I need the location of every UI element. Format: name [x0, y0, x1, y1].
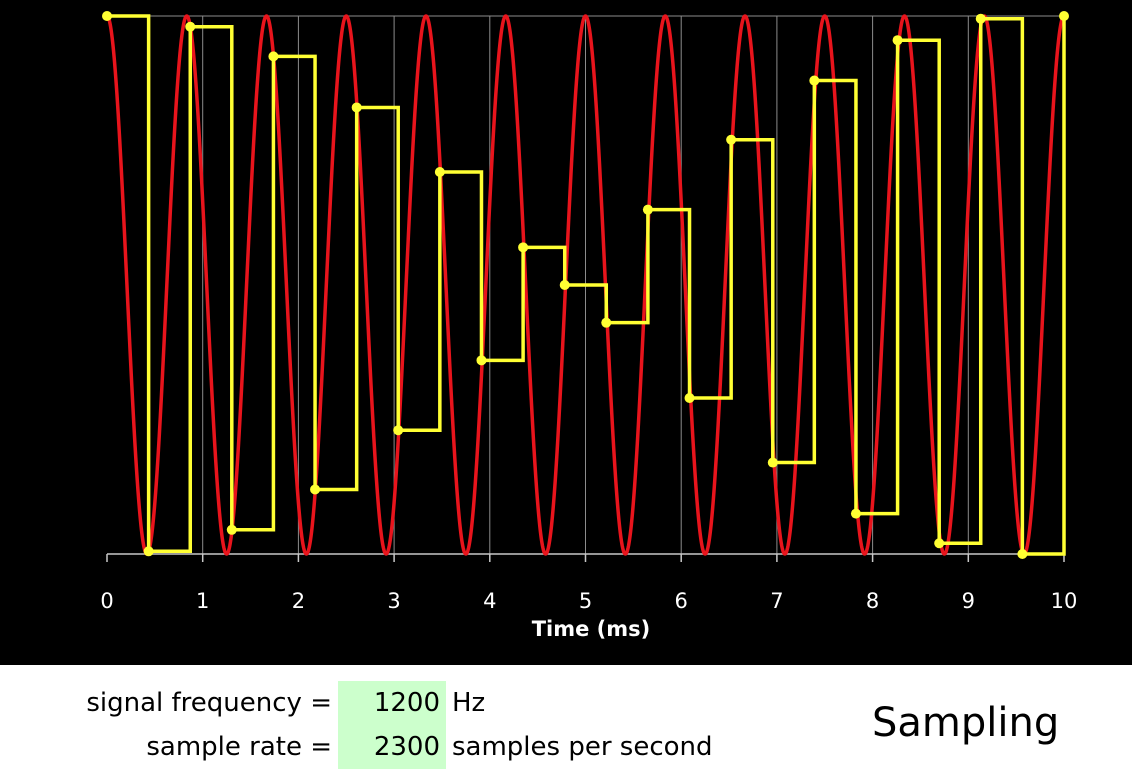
x-tick-label-0: 0: [100, 589, 113, 613]
sample-point: [601, 317, 612, 328]
x-tick-label-5: 5: [579, 589, 592, 613]
sample-hold-line: [107, 14, 1066, 556]
sample-rate-unit: samples per second: [452, 732, 713, 762]
x-axis-title: Time (ms): [532, 617, 651, 641]
sample-point: [809, 75, 820, 86]
sample-point: [518, 242, 529, 253]
sample-point: [850, 508, 861, 519]
signal-layer: [105, 14, 1066, 556]
sample-point: [143, 546, 154, 557]
x-tick-label-4: 4: [483, 589, 496, 613]
sample-point: [975, 13, 986, 24]
x-tick-label-1: 1: [196, 589, 209, 613]
x-tick-label-10: 10: [1051, 589, 1078, 613]
sample-hold-layer: [107, 14, 1066, 556]
sample-point: [226, 524, 237, 535]
x-tick-label-2: 2: [292, 589, 305, 613]
sample-point: [185, 21, 196, 32]
signal-frequency-unit: Hz: [452, 688, 486, 718]
signal-frequency-field[interactable]: 1200: [338, 681, 446, 725]
sample-point: [434, 167, 445, 178]
sample-point: [934, 538, 945, 549]
sample-rate-field[interactable]: 2300: [338, 725, 446, 769]
sample-rate-label: sample rate =: [146, 732, 332, 762]
grid-lines: [106, 15, 1065, 562]
page-title: Sampling: [872, 700, 1060, 746]
sample-point: [642, 204, 653, 215]
sample-point: [684, 392, 695, 403]
x-tick-label-8: 8: [866, 589, 879, 613]
chart-panel: 0 1 2 3 4 5 6 7 8 9 10 Time (ms): [0, 0, 1132, 665]
sample-point: [351, 102, 362, 113]
signal-curve: [105, 14, 1066, 556]
sample-point: [393, 425, 404, 436]
x-tick-labels: 0 1 2 3 4 5 6 7 8 9 10: [100, 589, 1077, 613]
sampling-chart: 0 1 2 3 4 5 6 7 8 9 10 Time (ms): [100, 11, 1077, 641]
sample-point: [1017, 549, 1028, 559]
sample-point: [102, 11, 112, 21]
x-tick-label-7: 7: [770, 589, 783, 613]
sample-point: [726, 134, 737, 145]
x-tick-label-6: 6: [675, 589, 688, 613]
signal-frequency-label: signal frequency =: [86, 688, 332, 718]
x-tick-label-3: 3: [387, 589, 400, 613]
sample-point: [310, 484, 321, 495]
sample-point: [892, 35, 903, 46]
sample-point: [767, 457, 778, 468]
sample-point: [476, 355, 487, 366]
x-tick-label-9: 9: [962, 589, 975, 613]
sample-point: [1059, 11, 1069, 21]
sample-point: [559, 280, 570, 290]
sample-point: [268, 51, 279, 62]
sample-points-layer: [102, 11, 1069, 559]
